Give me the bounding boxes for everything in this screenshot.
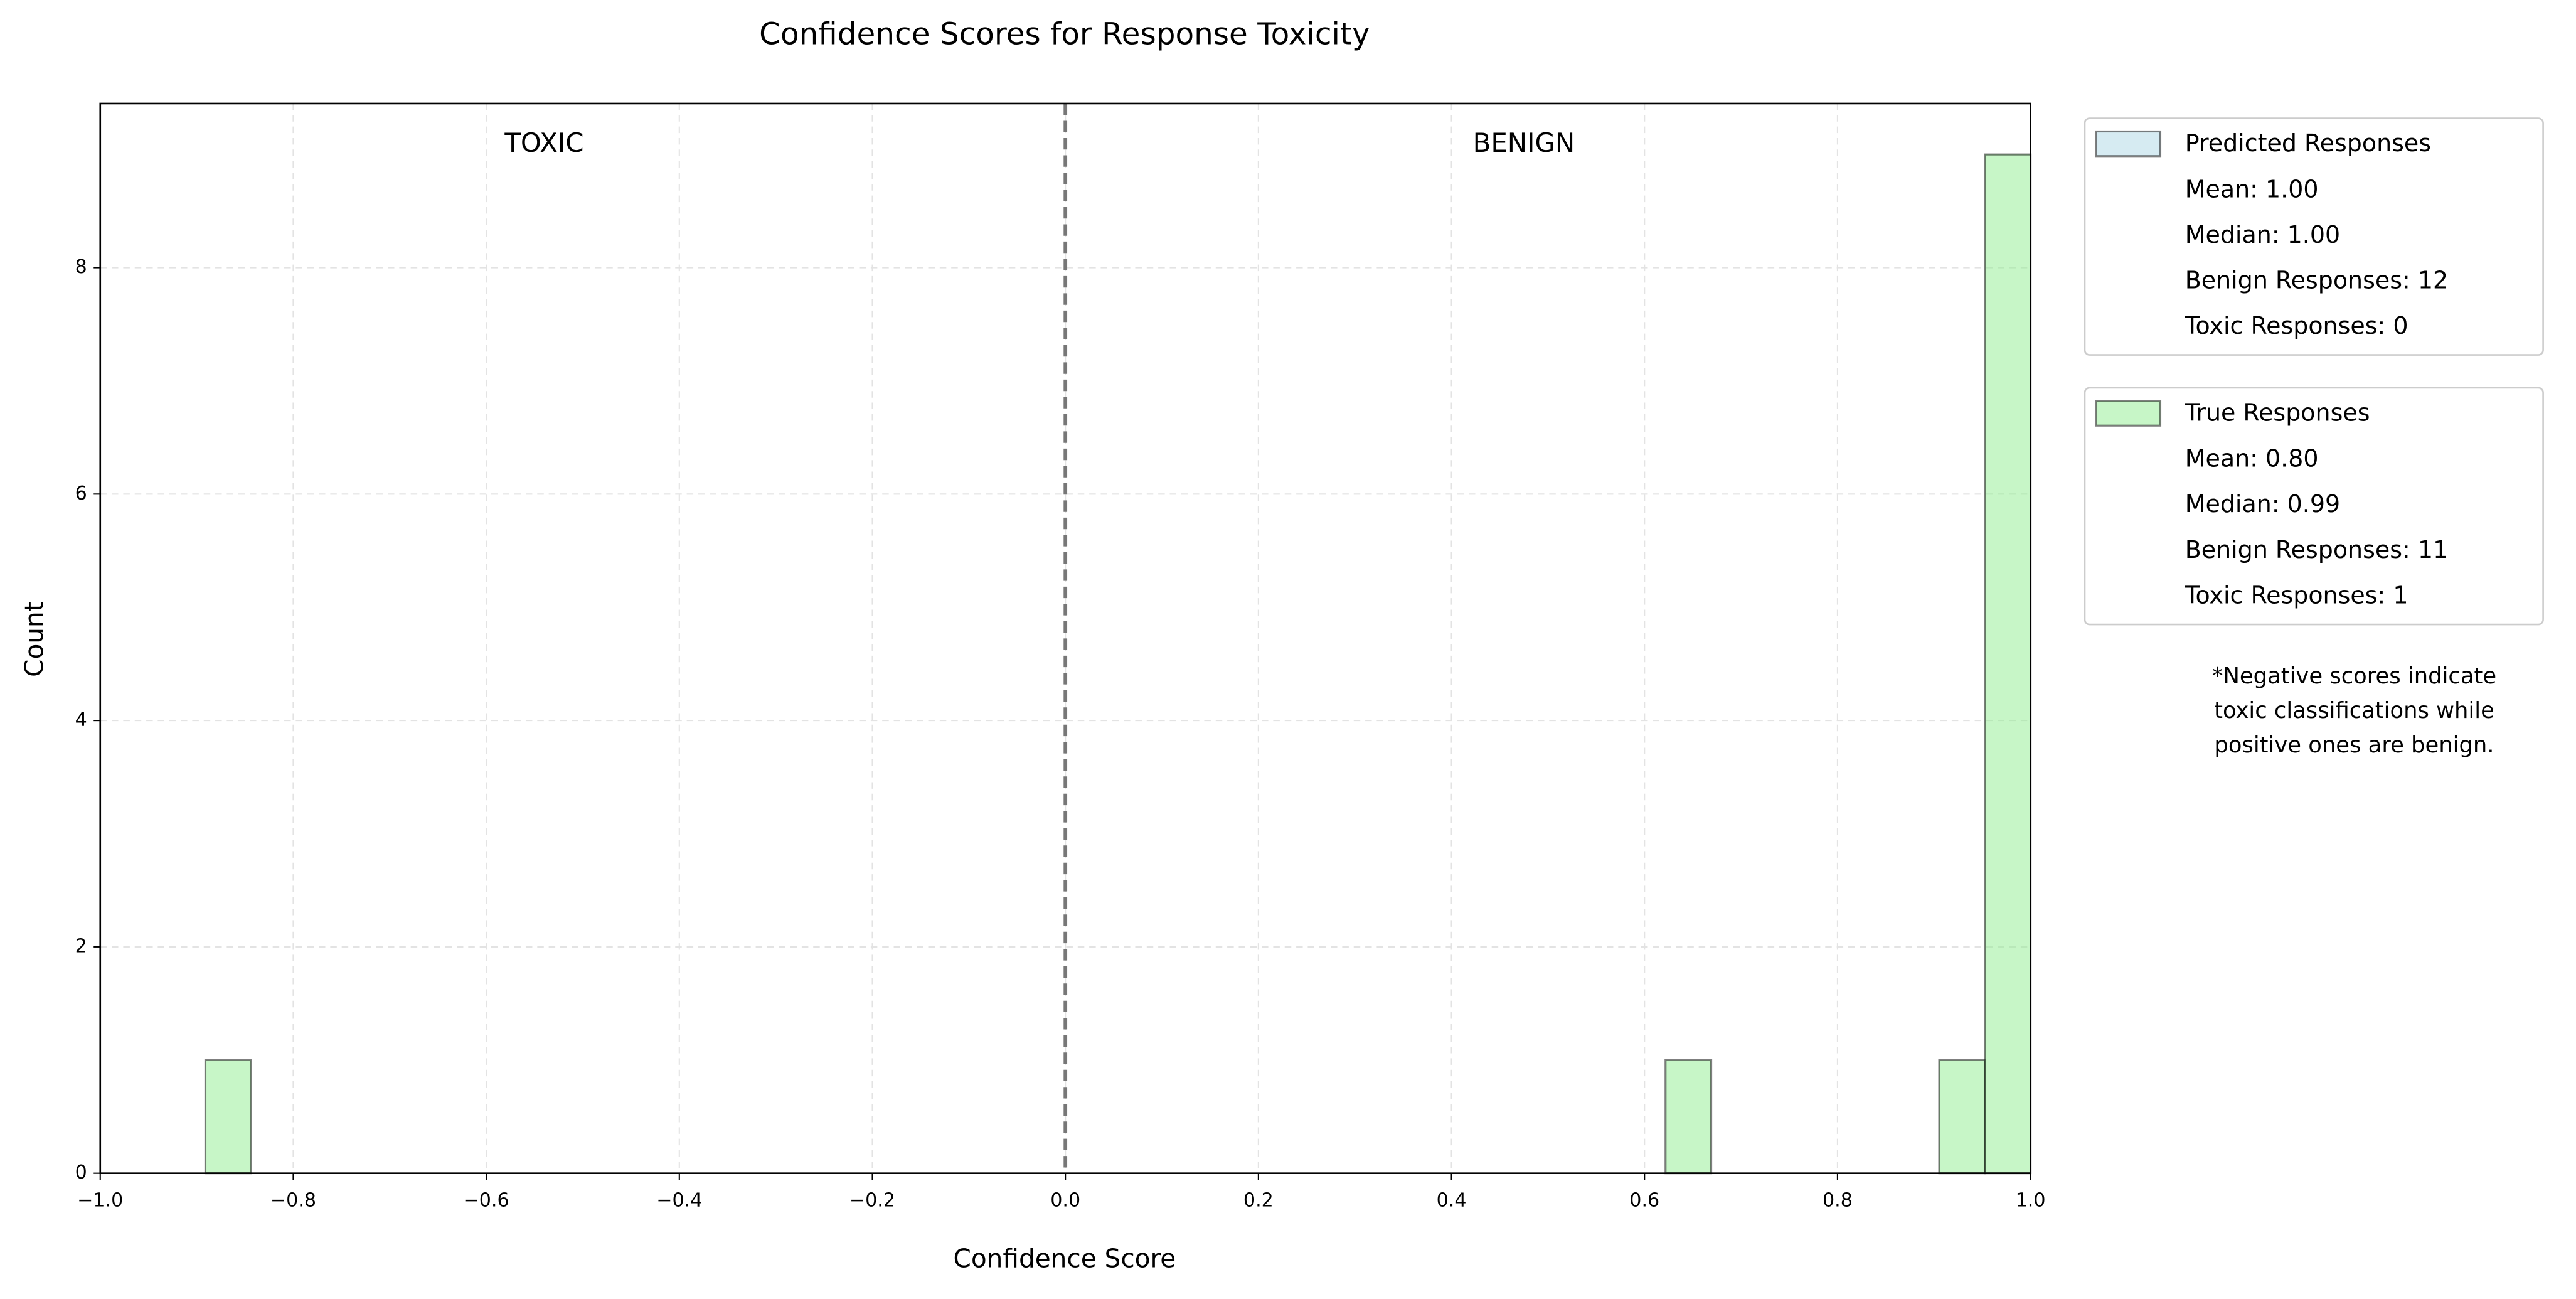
bar	[1984, 153, 2032, 1175]
region-label: TOXIC	[504, 127, 583, 158]
legend-stat: Median: 1.00	[2185, 221, 2340, 249]
x-tick-label: 0.6	[1629, 1190, 1659, 1212]
x-tick-label: 0.2	[1243, 1190, 1274, 1212]
legend-stat: Median: 0.99	[2185, 490, 2340, 518]
x-tick-label: 0.8	[1823, 1190, 1853, 1212]
legend-stat: Mean: 1.00	[2185, 175, 2319, 203]
bar	[1938, 1059, 1986, 1175]
legend-stat: Benign Responses: 12	[2185, 266, 2448, 294]
y-tick-label: 6	[75, 483, 87, 505]
x-tick-label: −0.8	[270, 1190, 316, 1212]
legend-stat: Mean: 0.80	[2185, 445, 2319, 473]
legend-label: True Responses	[2185, 398, 2370, 426]
footnote: toxic classifications while	[2214, 698, 2494, 724]
legend-swatch	[2095, 400, 2162, 427]
x-tick-label: 0.4	[1437, 1190, 1467, 1212]
legend-swatch	[2095, 130, 2162, 158]
x-tick-label: −0.2	[849, 1190, 895, 1212]
y-tick-label: 2	[75, 935, 87, 957]
bar	[1664, 1059, 1713, 1175]
legend-box	[2084, 387, 2544, 626]
footnote: *Negative scores indicate	[2212, 663, 2496, 689]
x-axis-label: Confidence Score	[954, 1243, 1176, 1273]
legend-stat: Benign Responses: 11	[2185, 536, 2448, 564]
legend-stat: Toxic Responses: 0	[2185, 312, 2408, 339]
x-tick-label: 1.0	[2016, 1190, 2046, 1212]
legend-label: Predicted Responses	[2185, 129, 2431, 157]
x-tick-label: 0.0	[1050, 1190, 1080, 1212]
y-tick-label: 4	[75, 709, 87, 731]
plot-frame	[99, 102, 2031, 1174]
legend-stat: Toxic Responses: 1	[2185, 581, 2408, 609]
region-label: BENIGN	[1473, 127, 1575, 158]
x-tick-label: −1.0	[77, 1190, 123, 1212]
x-tick-label: −0.4	[656, 1190, 702, 1212]
chart-title: Confidence Scores for Response Toxicity	[759, 17, 1370, 52]
bar	[204, 1059, 252, 1175]
y-tick-label: 0	[75, 1162, 87, 1184]
y-axis-label: Count	[19, 601, 50, 677]
y-tick-label: 8	[75, 256, 87, 278]
footnote: positive ones are benign.	[2214, 732, 2494, 758]
legend-box	[2084, 117, 2544, 356]
x-tick-label: −0.6	[464, 1190, 509, 1212]
